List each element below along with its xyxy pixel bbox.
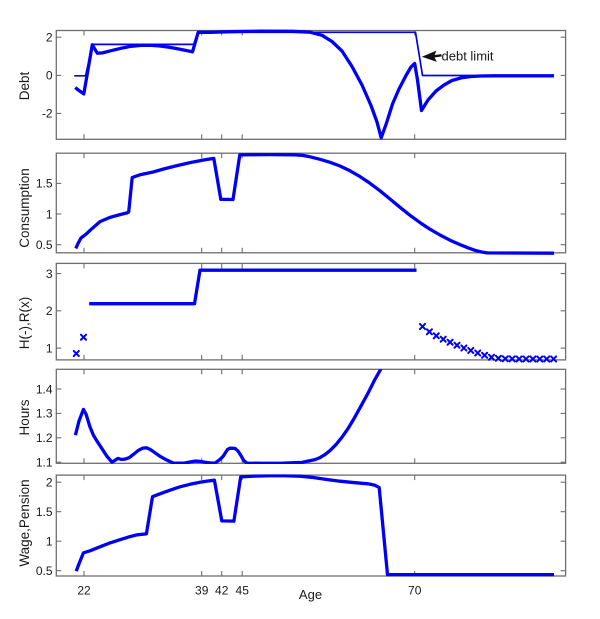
svg-text:1: 1: [46, 207, 53, 221]
svg-text:1: 1: [46, 341, 53, 355]
svg-text:1: 1: [46, 535, 53, 549]
svg-text:39: 39: [195, 584, 209, 598]
svg-text:1.1: 1.1: [36, 456, 53, 470]
svg-text:22: 22: [77, 584, 91, 598]
svg-text:Consumption: Consumption: [17, 168, 32, 248]
svg-text:Wage,Pension: Wage,Pension: [17, 479, 32, 566]
svg-text:1.2: 1.2: [36, 431, 53, 445]
svg-text:H(-),R(x): H(-),R(x): [17, 297, 32, 349]
svg-text:-2: -2: [42, 107, 53, 121]
svg-text:3: 3: [46, 267, 53, 281]
svg-text:0.5: 0.5: [36, 238, 53, 252]
svg-text:1.5: 1.5: [36, 177, 53, 191]
svg-text:0: 0: [46, 69, 53, 83]
svg-text:1.4: 1.4: [36, 382, 53, 396]
svg-text:1.3: 1.3: [36, 407, 53, 421]
svg-text:2: 2: [46, 304, 53, 318]
svg-text:0.5: 0.5: [36, 564, 53, 578]
svg-text:45: 45: [236, 584, 250, 598]
svg-text:1.5: 1.5: [36, 505, 53, 519]
svg-text:42: 42: [215, 584, 229, 598]
svg-text:Hours: Hours: [17, 399, 32, 435]
svg-text:debt limit: debt limit: [442, 49, 494, 64]
svg-text:2: 2: [46, 31, 53, 45]
svg-text:Debt: Debt: [17, 72, 32, 101]
svg-text:Age: Age: [299, 587, 322, 602]
svg-text:2: 2: [46, 476, 53, 490]
svg-text:70: 70: [408, 584, 422, 598]
